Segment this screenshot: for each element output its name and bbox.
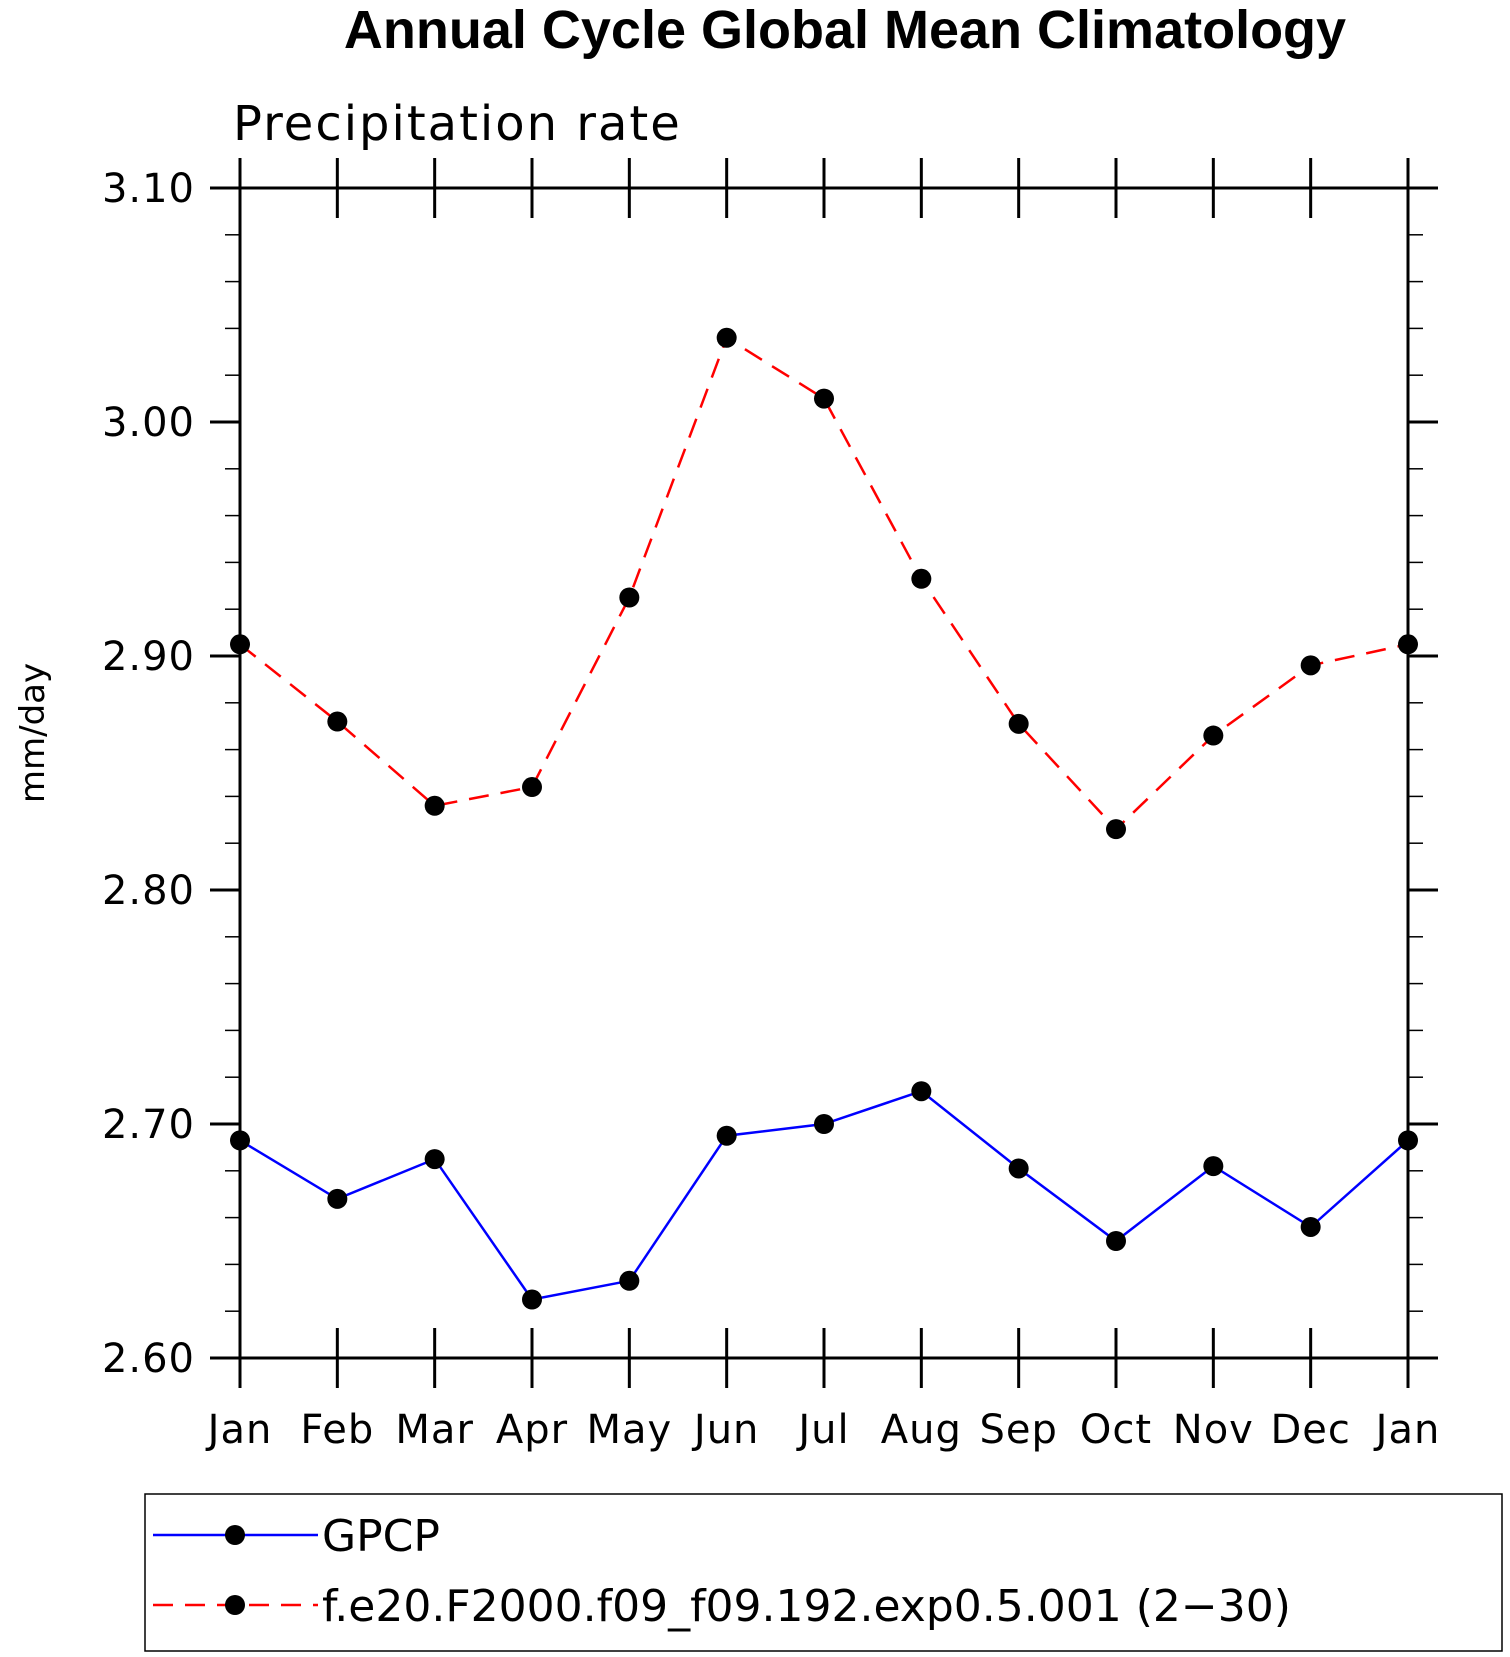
x-tick-label: Feb [300,1407,374,1453]
data-point [911,1081,932,1102]
data-point [911,568,932,589]
data-point [1300,1216,1321,1237]
x-tick-label: Sep [979,1407,1057,1453]
data-point [522,1289,542,1310]
legend-label-model: f.e20.F2000.f09_f09.192.exp0.5.001 (2−30… [322,1581,1291,1632]
legend: GPCP f.e20.F2000.f09_f09.192.exp0.5.001 … [144,1493,1503,1652]
data-point [619,587,640,608]
data-point [1106,1231,1126,1251]
data-point [230,1130,250,1151]
series-layer [230,327,1418,1310]
x-tick-label: Jan [1373,1407,1441,1453]
data-point [522,777,542,798]
data-point [1300,655,1321,676]
series-line-1 [239,335,1409,831]
legend-marker-gpcp [225,1525,245,1545]
y-tick-label: 3.10 [102,166,195,212]
chart-subtitle: Precipitation rate [233,96,682,152]
x-tick-label: Dec [1270,1407,1350,1453]
y-tick-label: 2.90 [102,634,195,680]
chart-title: Annual Cycle Global Mean Climatology [344,0,1346,60]
data-point [814,1114,834,1134]
x-tick-label: Mar [395,1407,473,1453]
y-tick-label: 2.70 [102,1102,195,1148]
data-point [327,711,348,732]
x-tick-label: Jul [795,1407,849,1453]
data-point [1203,725,1224,746]
data-point [1106,819,1126,840]
legend-marker-model [225,1595,245,1615]
x-tick-label: May [586,1407,672,1453]
data-point [230,634,250,655]
x-tick-label: Oct [1080,1407,1152,1453]
x-tick-label: Nov [1173,1407,1254,1453]
axes: Jan Feb Mar Apr May Jun Jul Aug Sep Oct Nov Dec Jan2… [102,158,1441,1453]
data-point [716,327,737,348]
y-tick-label: 3.00 [102,400,195,446]
x-tick-label: Apr [496,1407,568,1453]
data-point [424,795,445,816]
data-point [1008,1158,1029,1179]
plot-frame [238,186,1410,1360]
x-tick-label: Aug [881,1407,962,1453]
y-tick-label: 2.80 [102,868,195,914]
legend-box [144,1493,1503,1652]
data-point [1203,1156,1224,1177]
data-point [424,1149,445,1170]
y-tick-label: 2.60 [102,1336,195,1382]
data-point [716,1125,737,1146]
data-point [619,1270,640,1291]
x-tick-label: Jan [205,1407,273,1453]
data-point [814,388,834,409]
data-point [1398,1130,1418,1151]
x-tick-label: Jun [691,1407,760,1453]
data-point [1398,634,1418,655]
y-axis-label: mm/day [13,663,53,803]
data-point [1008,713,1029,734]
data-point [327,1188,348,1209]
legend-label-gpcp: GPCP [322,1511,440,1562]
